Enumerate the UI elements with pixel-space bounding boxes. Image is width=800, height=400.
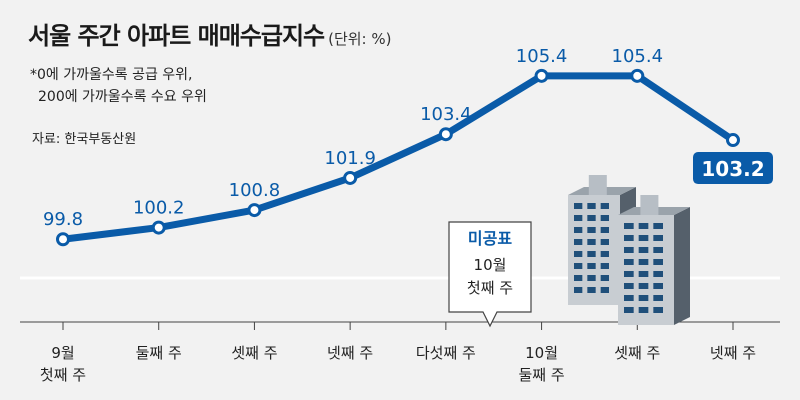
series-line — [59, 72, 737, 243]
note-line-2: 200에 가까울수록 수요 우위 — [38, 89, 207, 105]
callout-date-line-2: 첫째 주 — [467, 279, 513, 297]
building-window — [653, 235, 663, 241]
data-label: 100.8 — [229, 180, 281, 201]
x-tick-label: 넷째 주 — [327, 344, 373, 362]
building-window — [638, 223, 649, 229]
x-tick-label: 다섯째 주 — [416, 344, 476, 362]
building-window — [624, 259, 634, 265]
x-tick-label: 넷째 주 — [710, 344, 756, 362]
building-window — [653, 295, 663, 301]
building-facade — [618, 215, 674, 325]
data-point — [56, 232, 70, 247]
callout-date-line-1: 10월 — [474, 256, 507, 274]
building-window — [600, 239, 609, 245]
data-point — [247, 203, 262, 218]
building-window — [624, 223, 634, 229]
building-window — [653, 247, 663, 253]
x-tick-label: 첫째 주 — [40, 366, 86, 384]
data-point — [438, 127, 453, 142]
data-point — [534, 68, 549, 83]
x-tick-label: 셋째 주 — [231, 344, 277, 362]
building-window — [574, 263, 583, 269]
data-label: 101.9 — [324, 148, 376, 169]
building-window — [653, 307, 663, 313]
data-label: 103.4 — [420, 104, 472, 125]
source-note: 자료: 한국부동산원 — [32, 132, 137, 147]
building-window — [600, 275, 609, 281]
data-point — [630, 68, 645, 83]
unit-label: (단위: %) — [328, 30, 392, 48]
building-rooftop — [640, 195, 659, 215]
building-window — [574, 239, 583, 245]
building-window — [624, 307, 634, 313]
building-window — [600, 263, 609, 269]
building-window — [587, 215, 596, 221]
chart-title-block: 서울 주간 아파트 매매수급지수 (단위: %) — [28, 16, 392, 51]
x-tick-label: 둘째 주 — [518, 366, 564, 384]
building-rooftop — [588, 175, 607, 195]
building-window — [600, 287, 609, 293]
building-side — [674, 207, 690, 325]
x-tick-label: 둘째 주 — [136, 344, 182, 362]
building-window — [653, 223, 663, 229]
note-line-1: *0에 가까울수록 공급 우위, — [30, 67, 193, 83]
data-point — [726, 133, 740, 148]
data-label: 100.2 — [133, 198, 185, 219]
callout-label: 미공표 — [468, 229, 512, 248]
building-window — [638, 307, 649, 313]
building-window — [600, 215, 609, 221]
building-window — [600, 251, 609, 257]
building-window — [624, 235, 634, 241]
building-window — [600, 227, 609, 233]
data-label: 99.8 — [43, 209, 83, 230]
building-window — [587, 287, 596, 293]
x-tick-label: 10월 — [525, 344, 558, 362]
building-window — [587, 263, 596, 269]
building-window — [587, 251, 596, 257]
building-window — [638, 235, 649, 241]
building-window — [574, 287, 583, 293]
building-window — [574, 203, 583, 209]
building-window — [653, 283, 663, 289]
building-window — [587, 227, 596, 233]
building-window — [624, 283, 634, 289]
building-window — [600, 203, 609, 209]
building-window — [587, 239, 596, 245]
building-window — [653, 271, 663, 277]
building-window — [624, 247, 634, 253]
building-window — [638, 283, 649, 289]
highlight-value-box — [693, 152, 773, 185]
building-window — [638, 259, 649, 265]
building-window — [587, 203, 596, 209]
x-tick-label: 9월 — [51, 344, 74, 362]
building-window — [574, 227, 583, 233]
building-window — [574, 251, 583, 257]
callout-bubble — [448, 221, 532, 328]
data-label: 105.4 — [612, 46, 664, 67]
data-label: 105.4 — [516, 46, 568, 67]
building-window — [638, 247, 649, 253]
data-point — [151, 220, 166, 235]
x-tick-label: 셋째 주 — [614, 344, 660, 362]
building-window — [653, 259, 663, 265]
data-label-highlight: 103.2 — [701, 157, 764, 181]
building-window — [574, 215, 583, 221]
apartment-buildings-illustration — [568, 175, 690, 325]
building-window — [638, 295, 649, 301]
building-window — [587, 275, 596, 281]
chart-title: 서울 주간 아파트 매매수급지수 — [28, 22, 325, 50]
building-facade — [568, 195, 620, 305]
data-point — [343, 170, 358, 185]
building-window — [574, 275, 583, 281]
building-window — [624, 271, 634, 277]
building-window — [624, 295, 634, 301]
building-window — [638, 271, 649, 277]
building-front — [618, 195, 690, 325]
